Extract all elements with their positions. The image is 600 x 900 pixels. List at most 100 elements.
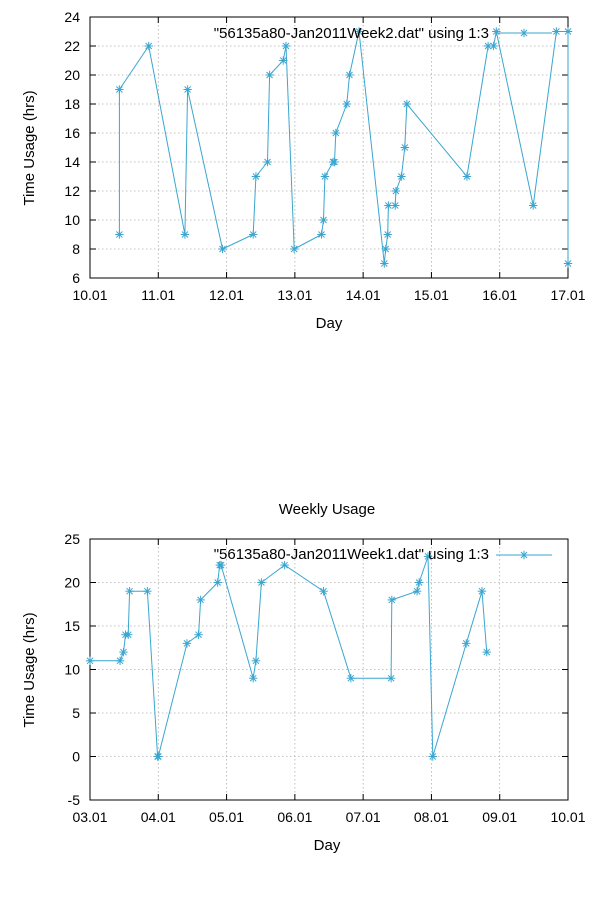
legend-marker-point — [519, 28, 529, 38]
x-tick-label: 07.01 — [346, 809, 381, 825]
data-point — [154, 752, 163, 761]
data-point — [249, 674, 258, 683]
legend-swatch-marker — [519, 28, 529, 38]
y-axis-label: Time Usage (hrs) — [21, 612, 38, 727]
y-tick-label: 15 — [64, 618, 80, 634]
data-point — [397, 172, 406, 181]
data-point — [124, 630, 133, 639]
y-tick-label: 0 — [72, 749, 80, 765]
plot-frame — [89, 538, 569, 801]
legend-marker-point — [519, 550, 529, 560]
data-point — [251, 656, 261, 665]
data-point — [387, 595, 397, 605]
y-tick-label: 10 — [64, 212, 80, 228]
y-tick-label: 8 — [72, 241, 80, 257]
x-axis-label: Day — [316, 315, 343, 332]
x-tick-label: 03.01 — [72, 809, 107, 825]
data-point — [85, 656, 95, 665]
x-tick-label: 08.01 — [414, 809, 449, 825]
data-point — [384, 201, 393, 210]
data-point — [492, 27, 501, 36]
data-point — [144, 41, 153, 51]
data-point — [402, 99, 412, 109]
data-point — [428, 752, 437, 761]
x-ticks: 03.01 04.01 05.01 06.01 07.01 08.01 09.01 10.01 — [72, 539, 586, 825]
x-tick-label: 09.01 — [482, 809, 517, 825]
y-tick-label: 16 — [64, 125, 80, 141]
data-point — [125, 587, 134, 596]
series-group — [115, 27, 573, 268]
x-tick-label: 10.01 — [72, 287, 107, 303]
legend: "56135a80-Jan2011Week1.dat" using 1:3 — [214, 546, 552, 563]
series-line — [118, 31, 569, 264]
data-point — [265, 70, 274, 80]
data-point — [218, 244, 227, 254]
series-line — [90, 556, 488, 757]
data-point — [194, 630, 203, 639]
data-point — [216, 560, 226, 570]
data-point — [213, 578, 222, 587]
y-ticks: 6 8 10 12 14 16 18 20 22 24 — [64, 9, 568, 286]
grid-lines — [90, 539, 568, 800]
data-point — [119, 647, 128, 657]
x-tick-label: 16.01 — [482, 287, 517, 303]
y-tick-label: 20 — [64, 67, 80, 83]
x-tick-label: 04.01 — [141, 809, 176, 825]
data-point — [263, 157, 272, 167]
data-point — [345, 70, 354, 80]
data-point — [391, 186, 401, 196]
data-point — [115, 230, 124, 239]
data-point — [414, 578, 424, 587]
data-point — [423, 552, 433, 561]
data-point — [249, 230, 258, 239]
y-tick-label: -5 — [68, 792, 81, 808]
x-tick-label: 11.01 — [141, 287, 175, 303]
x-tick-label: 06.01 — [277, 809, 312, 825]
chart-title: Weekly Usage — [279, 501, 375, 518]
data-point — [563, 259, 573, 268]
data-point — [400, 143, 409, 152]
y-tick-label: 24 — [64, 9, 80, 25]
data-point — [183, 85, 192, 94]
data-point — [143, 587, 152, 596]
x-tick-label: 13.01 — [277, 287, 312, 303]
data-point — [391, 201, 400, 210]
data-point — [330, 157, 339, 167]
data-point — [317, 230, 326, 239]
legend: "56135a80-Jan2011Week2.dat" using 1:3 — [214, 25, 552, 42]
data-point — [115, 656, 125, 665]
data-point — [552, 27, 561, 36]
data-point — [477, 587, 487, 596]
y-axis-label: Time Usage (hrs) — [21, 90, 38, 205]
legend-label: "56135a80-Jan2011Week2.dat" using 1:3 — [214, 25, 489, 42]
y-tick-label: 18 — [64, 96, 80, 112]
data-point — [196, 595, 205, 605]
y-tick-label: 12 — [64, 183, 80, 199]
data-point — [380, 259, 389, 268]
data-point — [462, 172, 472, 181]
data-point — [257, 578, 266, 587]
x-tick-label: 14.01 — [346, 287, 381, 303]
data-point — [381, 244, 390, 254]
data-point — [280, 560, 289, 570]
y-ticks: -5 0 5 10 15 20 25 — [64, 531, 568, 808]
y-tick-label: 20 — [64, 575, 80, 591]
data-point — [319, 587, 328, 596]
legend-label: "56135a80-Jan2011Week1.dat" using 1:3 — [214, 546, 489, 563]
data-point — [412, 587, 422, 596]
x-tick-label: 10.01 — [550, 809, 585, 825]
legend-swatch-marker — [519, 550, 529, 560]
data-point — [279, 56, 288, 65]
data-point — [320, 172, 330, 181]
data-point — [331, 128, 341, 138]
series-group — [85, 552, 491, 761]
plot-frame — [89, 16, 569, 279]
data-point — [319, 215, 328, 225]
data-point — [281, 41, 291, 51]
data-point — [346, 674, 356, 683]
data-point — [251, 172, 261, 181]
x-ticks: 10.01 11.01 12.01 13.01 14.01 15.01 16.01 17.01 — [72, 17, 586, 303]
y-tick-label: 5 — [72, 705, 80, 721]
